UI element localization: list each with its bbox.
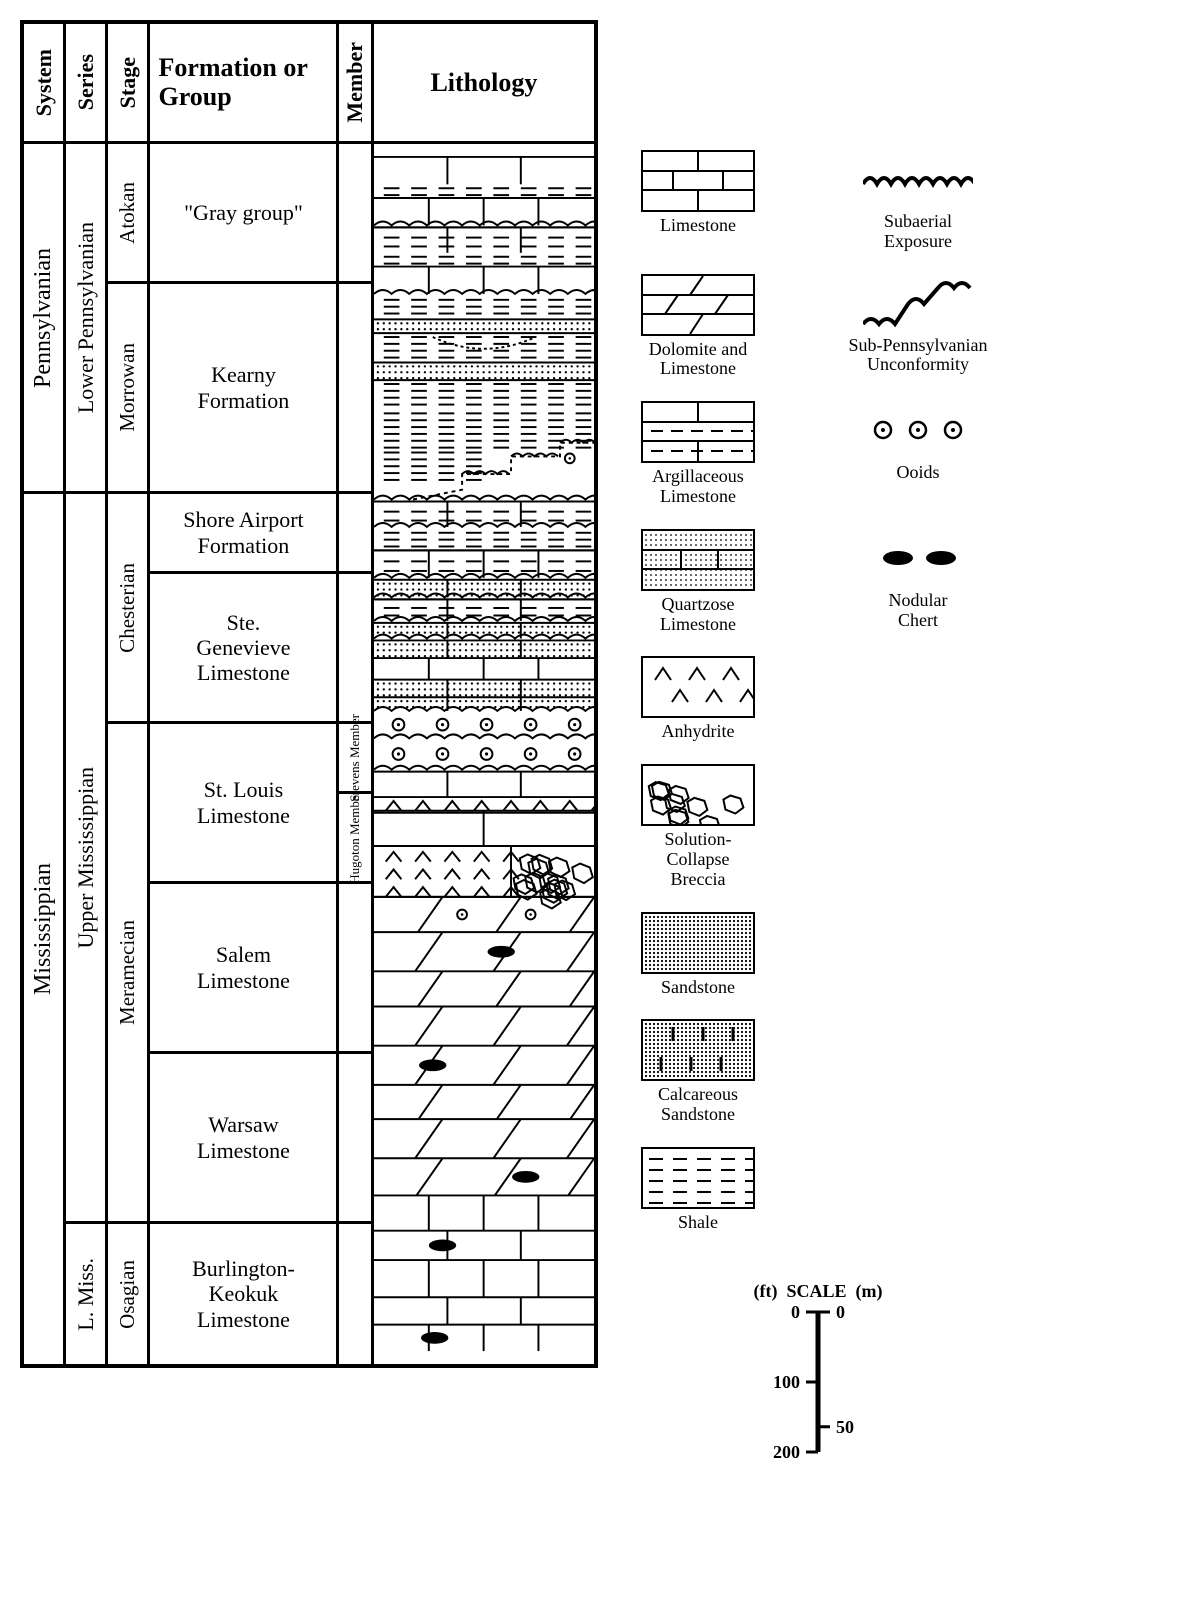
member-label: Stevens Member bbox=[347, 714, 363, 802]
legend-label: Shale bbox=[678, 1213, 718, 1233]
col-formation: Formation or Group "Gray group" KearnyFor… bbox=[150, 24, 339, 1364]
legend-row: Solution-CollapseBreccia bbox=[618, 764, 1018, 889]
formation-label: Burlington-KeokukLimestone bbox=[192, 1256, 295, 1332]
formation-label: KearnyFormation bbox=[198, 362, 290, 413]
legend-label: Solution-CollapseBreccia bbox=[664, 830, 731, 889]
series-label: Upper Mississippian bbox=[73, 767, 99, 949]
legend-subaerial: SubaerialExposure bbox=[818, 150, 1018, 252]
series-label: Lower Pennsylvanian bbox=[73, 222, 99, 413]
limestone-icon bbox=[641, 150, 755, 212]
legend-label: Dolomite andLimestone bbox=[649, 340, 747, 380]
col-lithology: Lithology bbox=[374, 24, 594, 1364]
col-member: Member Stevens MemberHugoton Member bbox=[339, 24, 373, 1364]
formation-label: "Gray group" bbox=[184, 200, 303, 225]
legend-label: QuartzoseLimestone bbox=[660, 595, 736, 635]
member-label: Hugoton Member bbox=[347, 791, 363, 884]
legend-label: NodularChert bbox=[889, 591, 948, 631]
scale-ft: (ft) bbox=[754, 1281, 778, 1301]
legend-breccia: Solution-CollapseBreccia bbox=[618, 764, 778, 889]
formation-label: SalemLimestone bbox=[197, 942, 290, 993]
stage-label: Atokan bbox=[115, 182, 140, 244]
argillaceous-icon bbox=[641, 401, 755, 463]
scale: (ft) SCALE (m) 0 100 200 0 50 bbox=[618, 1281, 1018, 1467]
legend-calcsand: CalcareousSandstone bbox=[618, 1019, 778, 1125]
stratigraphic-chart: System Pennsylvanian Mississippian Series… bbox=[20, 20, 1180, 1467]
legend-label: Sub-PennsylvanianUnconformity bbox=[849, 336, 988, 376]
svg-text:100: 100 bbox=[773, 1372, 800, 1392]
hdr-lithology: Lithology bbox=[374, 24, 594, 144]
stage-label: Osagian bbox=[115, 1260, 140, 1329]
legend-limestone: Limestone bbox=[618, 150, 778, 236]
col-series: Series Lower Pennsylvanian Upper Mississi… bbox=[66, 24, 108, 1364]
svg-text:50: 50 bbox=[836, 1417, 854, 1437]
legend-unconformity: Sub-PennsylvanianUnconformity bbox=[818, 274, 1018, 376]
legend-quartzose: QuartzoseLimestone bbox=[618, 529, 778, 635]
legend-label: ArgillaceousLimestone bbox=[652, 467, 744, 507]
chert-icon bbox=[863, 529, 973, 587]
col-stage: Stage Atokan Morrowan Chesterian Meramecian… bbox=[108, 24, 150, 1364]
series-label: L. Miss. bbox=[73, 1258, 99, 1331]
calcsand-icon bbox=[641, 1019, 755, 1081]
stage-label: Morrowan bbox=[115, 343, 140, 432]
legend-chert: NodularChert bbox=[818, 529, 1018, 631]
legend-row: Shale bbox=[618, 1147, 1018, 1233]
hdr-system: System bbox=[31, 49, 57, 116]
legend-row: QuartzoseLimestone NodularChert bbox=[618, 529, 1018, 635]
legend-dolomite: Dolomite andLimestone bbox=[618, 274, 778, 380]
ooids-icon bbox=[863, 401, 973, 459]
stage-label: Meramecian bbox=[115, 920, 140, 1025]
scale-title: SCALE bbox=[786, 1281, 846, 1301]
legend-row: Dolomite andLimestone Sub-PennsylvanianUn… bbox=[618, 274, 1018, 380]
svg-text:200: 200 bbox=[773, 1442, 800, 1462]
legend-label: Ooids bbox=[896, 463, 939, 483]
breccia-icon bbox=[641, 764, 755, 826]
legend-label: Limestone bbox=[660, 216, 736, 236]
hdr-member: Member bbox=[342, 42, 368, 123]
col-system: System Pennsylvanian Mississippian bbox=[24, 24, 66, 1364]
formation-label: Ste.GenevieveLimestone bbox=[196, 610, 290, 686]
strat-table: System Pennsylvanian Mississippian Series… bbox=[20, 20, 598, 1368]
sandstone-icon bbox=[641, 912, 755, 974]
hdr-formation: Formation or Group bbox=[150, 24, 336, 144]
svg-text:0: 0 bbox=[836, 1302, 845, 1322]
subaerial-icon bbox=[863, 150, 973, 208]
legend-row: Limestone SubaerialExposure bbox=[618, 150, 1018, 252]
system-label: Pennsylvanian bbox=[30, 248, 57, 388]
legend-ooids: Ooids bbox=[818, 401, 1018, 483]
legend-label: SubaerialExposure bbox=[884, 212, 952, 252]
dolomite-icon bbox=[641, 274, 755, 336]
legend-row: CalcareousSandstone bbox=[618, 1019, 1018, 1125]
legend: Limestone SubaerialExposure Dolomite andLi… bbox=[618, 150, 1018, 1467]
quartzose-icon bbox=[641, 529, 755, 591]
hdr-series: Series bbox=[73, 54, 99, 110]
system-label: Mississippian bbox=[30, 863, 57, 995]
legend-argillaceous: ArgillaceousLimestone bbox=[618, 401, 778, 507]
lithology-svg bbox=[374, 144, 594, 1364]
shale-icon bbox=[641, 1147, 755, 1209]
legend-row: Sandstone bbox=[618, 912, 1018, 998]
legend-row: Anhydrite bbox=[618, 656, 1018, 742]
legend-sandstone: Sandstone bbox=[618, 912, 778, 998]
stage-label: Chesterian bbox=[115, 563, 140, 653]
legend-label: Sandstone bbox=[661, 978, 735, 998]
formation-label: WarsawLimestone bbox=[197, 1112, 290, 1163]
formation-label: St. LouisLimestone bbox=[197, 777, 290, 828]
legend-label: Anhydrite bbox=[662, 722, 735, 742]
unconformity-icon bbox=[863, 274, 973, 332]
formation-label: Shore AirportFormation bbox=[183, 507, 303, 558]
svg-text:0: 0 bbox=[791, 1302, 800, 1322]
legend-row: ArgillaceousLimestone Ooids bbox=[618, 401, 1018, 507]
legend-anhydrite: Anhydrite bbox=[618, 656, 778, 742]
legend-label: CalcareousSandstone bbox=[658, 1085, 738, 1125]
anhydrite-icon bbox=[641, 656, 755, 718]
legend-shale: Shale bbox=[618, 1147, 778, 1233]
hdr-stage: Stage bbox=[115, 57, 141, 108]
scale-bar-icon: 0 100 200 0 50 bbox=[733, 1302, 903, 1462]
scale-m: (m) bbox=[856, 1281, 883, 1301]
